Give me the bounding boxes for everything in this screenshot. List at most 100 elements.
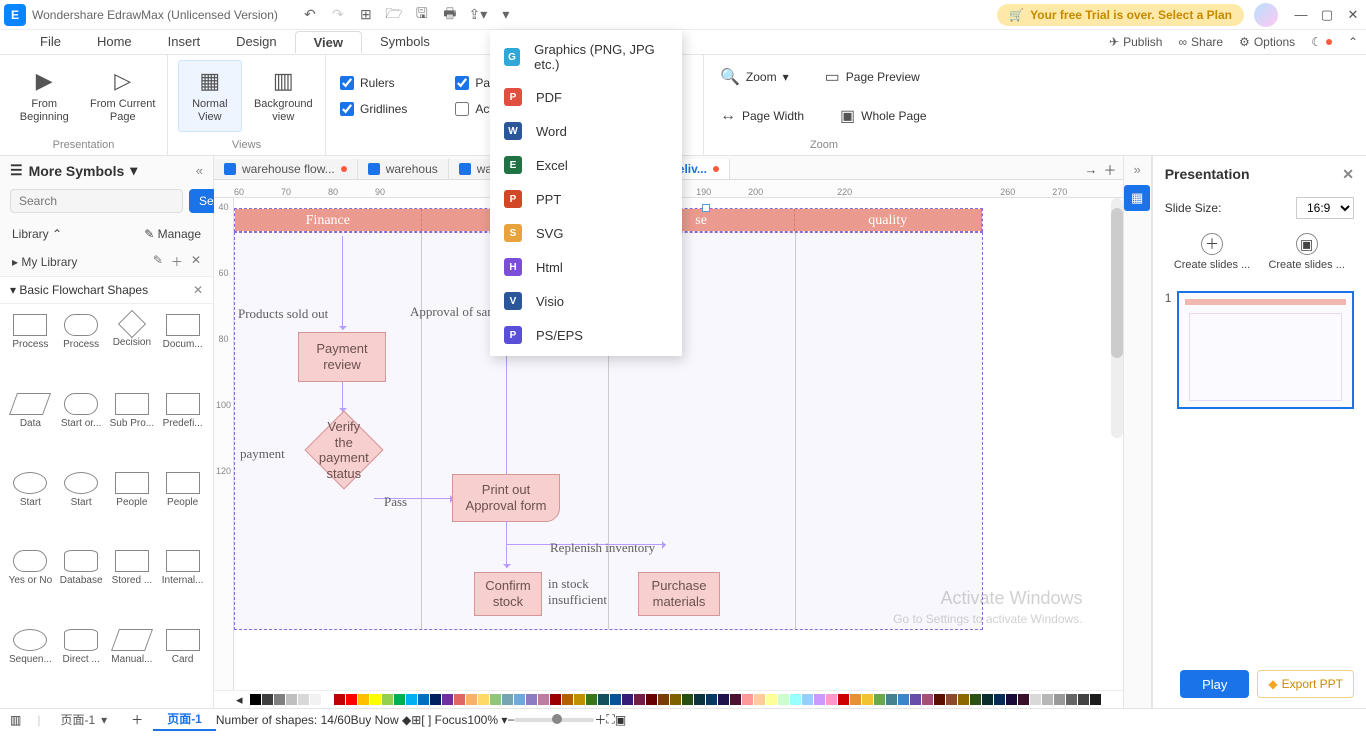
- color-swatch[interactable]: [634, 694, 645, 705]
- color-swatch[interactable]: [1030, 694, 1041, 705]
- color-swatch[interactable]: [886, 694, 897, 705]
- color-swatch[interactable]: [610, 694, 621, 705]
- color-swatch[interactable]: [502, 694, 513, 705]
- color-swatch[interactable]: [454, 694, 465, 705]
- export-pdf[interactable]: PPDF: [490, 80, 682, 114]
- shape-stored-[interactable]: Stored ...: [108, 546, 157, 623]
- color-swatch[interactable]: [586, 694, 597, 705]
- whole-page-button[interactable]: ▣Whole Page: [834, 102, 933, 130]
- color-swatch[interactable]: [310, 694, 321, 705]
- color-swatch[interactable]: [934, 694, 945, 705]
- color-swatch[interactable]: [670, 694, 681, 705]
- export-svg[interactable]: SSVG: [490, 216, 682, 250]
- create-slides-2[interactable]: ▣Create slides ...: [1268, 233, 1344, 271]
- color-swatch[interactable]: [826, 694, 837, 705]
- shape-process[interactable]: Process: [57, 310, 106, 387]
- from-beginning-button[interactable]: ▶From Beginning: [10, 60, 79, 132]
- shape-card[interactable]: Card: [158, 625, 207, 702]
- color-swatch[interactable]: [322, 694, 333, 705]
- color-swatch[interactable]: [538, 694, 549, 705]
- shape-predefi-[interactable]: Predefi...: [158, 389, 207, 466]
- color-swatch[interactable]: [802, 694, 813, 705]
- units-toggle[interactable]: ⊞: [411, 713, 421, 727]
- normal-view-button[interactable]: ▦Normal View: [178, 60, 242, 132]
- color-swatch[interactable]: [370, 694, 381, 705]
- fit-page-icon[interactable]: ⛶: [606, 712, 614, 727]
- color-swatch[interactable]: [982, 694, 993, 705]
- color-swatch[interactable]: [874, 694, 885, 705]
- color-swatch[interactable]: [1066, 694, 1077, 705]
- color-swatch[interactable]: [442, 694, 453, 705]
- menu-design[interactable]: Design: [218, 31, 294, 53]
- node-confirm-stock[interactable]: Confirm stock: [474, 572, 542, 616]
- color-swatch[interactable]: [754, 694, 765, 705]
- symbol-search-input[interactable]: [10, 189, 183, 213]
- export-excel[interactable]: EExcel: [490, 148, 682, 182]
- color-swatch[interactable]: [274, 694, 285, 705]
- color-swatch[interactable]: [790, 694, 801, 705]
- maximize-button[interactable]: ▢: [1314, 7, 1340, 23]
- shape-people[interactable]: People: [108, 468, 157, 545]
- color-swatch[interactable]: [922, 694, 933, 705]
- vertical-scrollbar[interactable]: [1111, 198, 1123, 438]
- color-swatch[interactable]: [1078, 694, 1089, 705]
- color-swatch[interactable]: [706, 694, 717, 705]
- shape-people[interactable]: People: [158, 468, 207, 545]
- chevron-up-icon[interactable]: ⌃: [52, 227, 62, 241]
- color-swatch[interactable]: [574, 694, 585, 705]
- tab-add-icon[interactable]: ＋: [1104, 160, 1117, 179]
- color-swatch[interactable]: [1090, 694, 1101, 705]
- color-swatch[interactable]: [298, 694, 309, 705]
- strip-expand-icon[interactable]: »: [1134, 162, 1141, 177]
- arrow[interactable]: [342, 382, 343, 412]
- share-button[interactable]: ∞Share: [1170, 33, 1231, 51]
- menu-collapse-button[interactable]: ⌃: [1340, 33, 1366, 51]
- label-products-sold-out[interactable]: Products sold out: [238, 306, 328, 322]
- shape-internal-[interactable]: Internal...: [158, 546, 207, 623]
- shape-start[interactable]: Start: [57, 468, 106, 545]
- new-icon[interactable]: ⊞: [356, 6, 376, 23]
- label-replenish[interactable]: Replenish inventory: [550, 540, 655, 556]
- export-icon[interactable]: ⇪▾: [468, 6, 488, 23]
- sidebar-collapse-icon[interactable]: «: [196, 163, 203, 178]
- color-swatch[interactable]: [994, 694, 1005, 705]
- shape-database[interactable]: Database: [57, 546, 106, 623]
- page-preview-button[interactable]: ▭Page Preview: [819, 63, 926, 91]
- color-swatch[interactable]: [814, 694, 825, 705]
- node-print-form[interactable]: Print out Approval form: [452, 474, 560, 522]
- color-swatch[interactable]: [394, 694, 405, 705]
- user-avatar[interactable]: [1254, 3, 1278, 27]
- page-tab-active[interactable]: 页面-1: [153, 708, 216, 731]
- arrow[interactable]: [342, 236, 343, 330]
- fullscreen-icon[interactable]: ▣: [615, 713, 626, 727]
- menu-symbols[interactable]: Symbols: [362, 31, 448, 53]
- label-payment[interactable]: payment: [240, 446, 285, 462]
- options-button[interactable]: ⚙Options: [1231, 33, 1303, 51]
- menu-insert[interactable]: Insert: [150, 31, 219, 53]
- node-payment-review[interactable]: Payment review: [298, 332, 386, 382]
- color-swatch[interactable]: [658, 694, 669, 705]
- color-swatch[interactable]: [562, 694, 573, 705]
- gridlines-checkbox[interactable]: Gridlines: [340, 102, 407, 116]
- lib-close-icon[interactable]: ✕: [191, 253, 201, 270]
- export-visio[interactable]: VVisio: [490, 284, 682, 318]
- color-swatch[interactable]: [766, 694, 777, 705]
- color-swatch[interactable]: [910, 694, 921, 705]
- color-swatch[interactable]: [514, 694, 525, 705]
- export-word[interactable]: WWord: [490, 114, 682, 148]
- shape-sub-pro-[interactable]: Sub Pro...: [108, 389, 157, 466]
- shape-start[interactable]: Start: [6, 468, 55, 545]
- color-swatch[interactable]: [1042, 694, 1053, 705]
- color-swatch[interactable]: [946, 694, 957, 705]
- qa-more-icon[interactable]: ▾: [496, 6, 516, 23]
- color-swatch[interactable]: [778, 694, 789, 705]
- color-swatch[interactable]: [838, 694, 849, 705]
- panel-close-icon[interactable]: ✕: [1342, 166, 1354, 183]
- close-button[interactable]: ✕: [1340, 7, 1366, 23]
- shape-direct-[interactable]: Direct ...: [57, 625, 106, 702]
- slide-size-select[interactable]: 16:9: [1296, 197, 1354, 219]
- color-swatch[interactable]: [478, 694, 489, 705]
- export-ps-eps[interactable]: PPS/EPS: [490, 318, 682, 352]
- presentation-tool-icon[interactable]: ▦: [1124, 185, 1150, 211]
- my-library-item[interactable]: ▸ My Library: [12, 255, 77, 269]
